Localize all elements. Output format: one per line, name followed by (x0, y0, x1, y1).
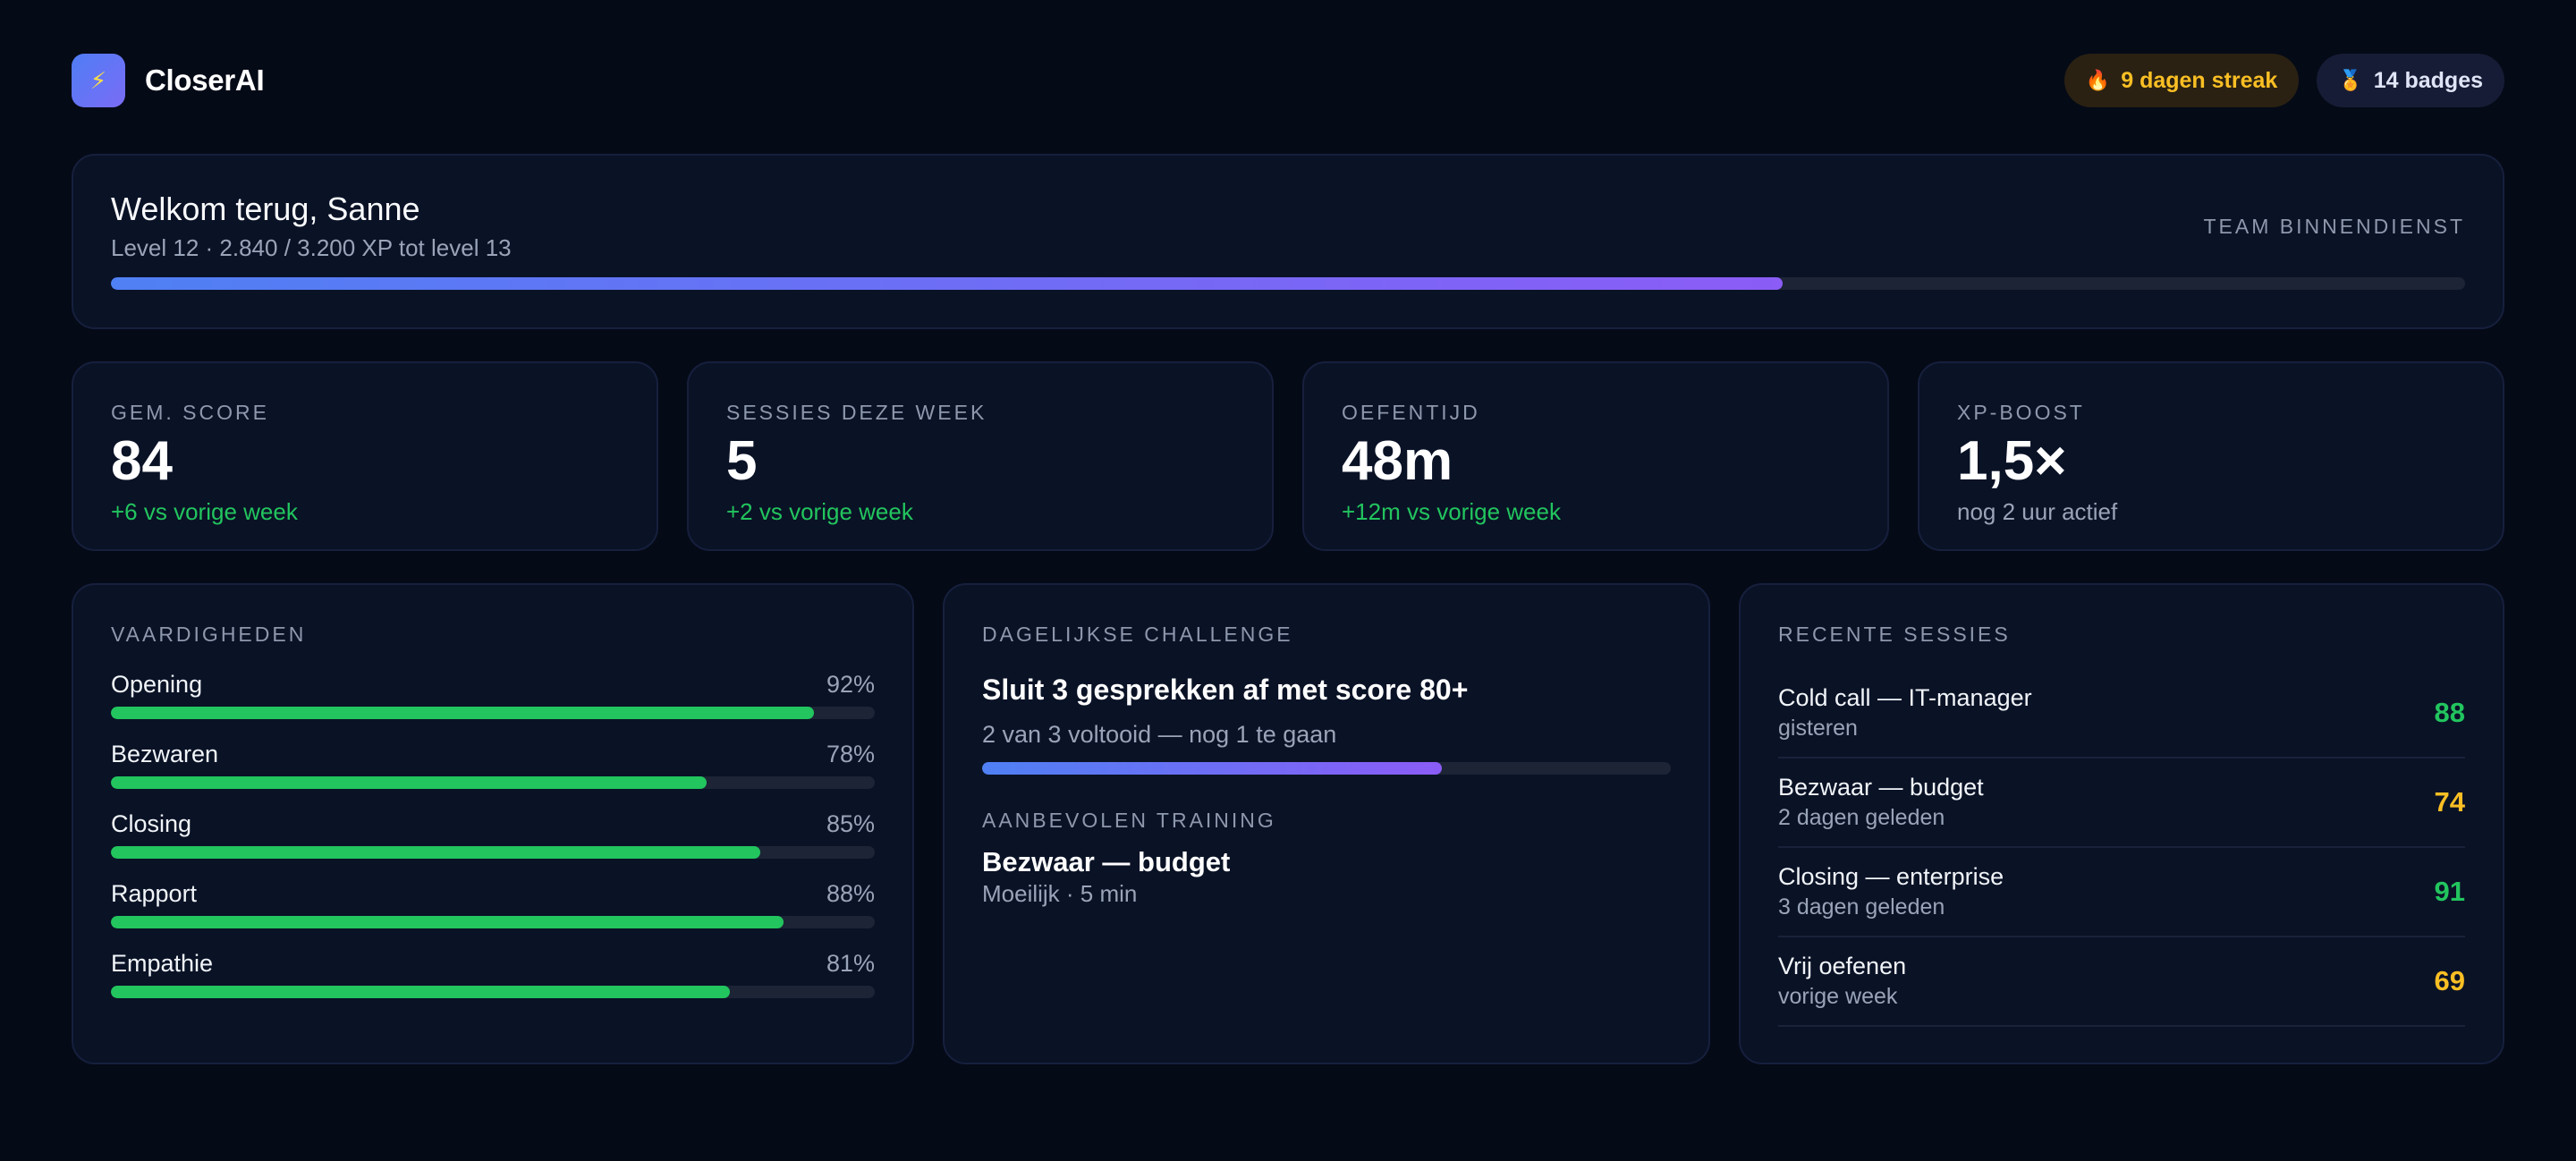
app-name: CloserAI (145, 64, 265, 97)
skill-bar-fill (111, 846, 760, 859)
stat-delta: +2 vs vorige week (726, 498, 913, 525)
xp-progress-track (111, 277, 2465, 290)
session-title: Cold call — IT-manager (1778, 684, 2032, 711)
skill-name: Empathie (111, 950, 214, 977)
stat-value: 48m (1342, 430, 1453, 492)
skill-row: Opening 92% (111, 671, 875, 725)
skill-bar-fill (111, 986, 730, 998)
skill-percent: 78% (826, 741, 875, 767)
skill-row: Rapport 88% (111, 880, 875, 934)
session-row[interactable]: Closing — enterprise 3 dagen geleden 91 (1778, 848, 2465, 937)
skill-bar-track (111, 707, 875, 719)
challenge-progress-fill (982, 762, 1442, 775)
session-date: 2 dagen geleden (1778, 805, 1945, 830)
stat-delta: +12m vs vorige week (1342, 498, 1561, 525)
session-score: 88 (2434, 697, 2465, 728)
skill-bar-track (111, 846, 875, 859)
session-row[interactable]: Vrij oefenen vorige week 69 (1778, 937, 2465, 1027)
skill-row: Empathie 81% (111, 950, 875, 1004)
header-pills: 🔥 9 dagen streak 🏅 14 badges (2063, 54, 2504, 107)
skill-percent: 92% (826, 671, 875, 698)
stat-delta: nog 2 uur actief (1957, 498, 2118, 525)
skills-card: VAARDIGHEDEN Opening 92% Bezwaren 78% Cl… (72, 583, 914, 1064)
badges-badge[interactable]: 🏅 14 badges (2317, 54, 2504, 107)
streak-badge[interactable]: 🔥 9 dagen streak (2063, 54, 2300, 107)
stat-card-practice-time: OEFENTIJD 48m +12m vs vorige week (1302, 361, 1889, 551)
skill-bar-track (111, 776, 875, 789)
session-score: 69 (2434, 965, 2465, 996)
stat-value: 84 (111, 430, 173, 492)
skills-section-label: VAARDIGHEDEN (111, 623, 307, 646)
recommended-training-title[interactable]: Bezwaar — budget (982, 846, 1231, 877)
stat-label: OEFENTIJD (1342, 401, 1480, 424)
skill-name: Bezwaren (111, 741, 219, 767)
challenge-title: Sluit 3 gesprekken af met score 80+ (982, 674, 1469, 706)
stat-label: GEM. SCORE (111, 401, 269, 424)
session-date: vorige week (1778, 984, 1898, 1009)
skill-bar-track (111, 916, 875, 928)
skill-bar-fill (111, 707, 814, 719)
challenge-section-label: DAGELIJKSE CHALLENGE (982, 623, 1293, 646)
skill-bar-fill (111, 916, 784, 928)
recommended-training-label: AANBEVOLEN TRAINING (982, 809, 1276, 832)
skill-bar-track (111, 986, 875, 998)
session-title: Closing — enterprise (1778, 863, 2004, 890)
stat-label: SESSIES DEZE WEEK (726, 401, 987, 424)
session-date: 3 dagen geleden (1778, 894, 1945, 919)
lightning-bolt-icon: ⚡ (72, 54, 125, 107)
welcome-title: Welkom terug, Sanne (111, 191, 420, 227)
session-score: 74 (2434, 786, 2465, 818)
fire-icon: 🔥 (2085, 69, 2111, 91)
session-title: Bezwaar — budget (1778, 774, 1984, 801)
skill-name: Closing (111, 810, 192, 837)
daily-challenge-card[interactable]: DAGELIJKSE CHALLENGE Sluit 3 gesprekken … (943, 583, 1710, 1064)
session-row[interactable]: Cold call — IT-manager gisteren 88 (1778, 669, 2465, 758)
xp-progress-fill (111, 277, 1783, 290)
skill-percent: 81% (826, 950, 875, 977)
stat-card-xp-boost: XP-BOOST 1,5× nog 2 uur actief (1918, 361, 2504, 551)
recommended-training-meta: Moeilijk · 5 min (982, 880, 1138, 907)
stat-card-avg-score: GEM. SCORE 84 +6 vs vorige week (72, 361, 658, 551)
skill-row: Bezwaren 78% (111, 741, 875, 794)
skill-percent: 88% (826, 880, 875, 907)
medal-icon: 🏅 (2338, 69, 2363, 91)
recent-sessions-card: RECENTE SESSIES Cold call — IT-manager g… (1739, 583, 2504, 1064)
skill-bar-fill (111, 776, 708, 789)
skill-percent: 85% (826, 810, 875, 837)
session-score: 91 (2434, 876, 2465, 907)
streak-label: 9 dagen streak (2121, 67, 2278, 93)
brand[interactable]: ⚡ CloserAI (72, 54, 265, 107)
app-header: ⚡ CloserAI 🔥 9 dagen streak 🏅 14 badges (72, 54, 2504, 107)
recent-section-label: RECENTE SESSIES (1778, 623, 2011, 646)
skill-name: Rapport (111, 880, 198, 907)
level-subtitle: Level 12 · 2.840 / 3.200 XP tot level 13 (111, 233, 512, 261)
stat-value: 1,5× (1957, 430, 2067, 492)
skill-row: Closing 85% (111, 810, 875, 864)
session-title: Vrij oefenen (1778, 953, 1907, 979)
badges-label: 14 badges (2373, 67, 2483, 93)
stat-value: 5 (726, 430, 758, 492)
team-label: TEAM BINNENDIENST (2203, 215, 2465, 238)
stat-card-sessions: SESSIES DEZE WEEK 5 +2 vs vorige week (687, 361, 1274, 551)
skill-name: Opening (111, 671, 203, 698)
welcome-card: Welkom terug, Sanne Level 12 · 2.840 / 3… (72, 154, 2504, 329)
stat-delta: +6 vs vorige week (111, 498, 298, 525)
session-date: gisteren (1778, 716, 1858, 741)
stat-label: XP-BOOST (1957, 401, 2085, 424)
challenge-progress-track (982, 762, 1671, 775)
challenge-progress-text: 2 van 3 voltooid — nog 1 te gaan (982, 721, 1337, 748)
session-row[interactable]: Bezwaar — budget 2 dagen geleden 74 (1778, 758, 2465, 848)
